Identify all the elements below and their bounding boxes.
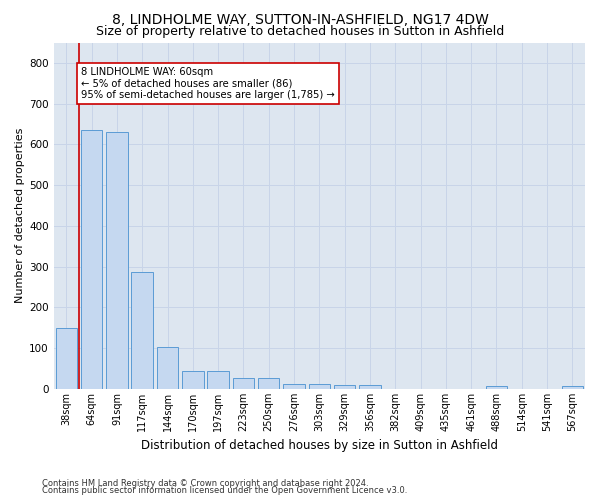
Bar bbox=[283, 384, 305, 389]
Bar bbox=[359, 385, 380, 389]
Bar bbox=[208, 371, 229, 389]
Text: Contains HM Land Registry data © Crown copyright and database right 2024.: Contains HM Land Registry data © Crown c… bbox=[42, 478, 368, 488]
Bar bbox=[258, 378, 280, 389]
Bar bbox=[308, 384, 330, 389]
Bar bbox=[334, 385, 355, 389]
Y-axis label: Number of detached properties: Number of detached properties bbox=[15, 128, 25, 304]
Bar bbox=[131, 272, 153, 389]
Text: 8, LINDHOLME WAY, SUTTON-IN-ASHFIELD, NG17 4DW: 8, LINDHOLME WAY, SUTTON-IN-ASHFIELD, NG… bbox=[112, 12, 488, 26]
Bar bbox=[56, 328, 77, 389]
Bar bbox=[485, 386, 507, 389]
Bar bbox=[182, 371, 203, 389]
Text: Size of property relative to detached houses in Sutton in Ashfield: Size of property relative to detached ho… bbox=[96, 25, 504, 38]
Bar bbox=[106, 132, 128, 389]
X-axis label: Distribution of detached houses by size in Sutton in Ashfield: Distribution of detached houses by size … bbox=[141, 440, 498, 452]
Bar bbox=[562, 386, 583, 389]
Bar bbox=[81, 130, 103, 389]
Text: 8 LINDHOLME WAY: 60sqm
← 5% of detached houses are smaller (86)
95% of semi-deta: 8 LINDHOLME WAY: 60sqm ← 5% of detached … bbox=[82, 67, 335, 100]
Bar bbox=[157, 347, 178, 389]
Bar bbox=[233, 378, 254, 389]
Text: Contains public sector information licensed under the Open Government Licence v3: Contains public sector information licen… bbox=[42, 486, 407, 495]
